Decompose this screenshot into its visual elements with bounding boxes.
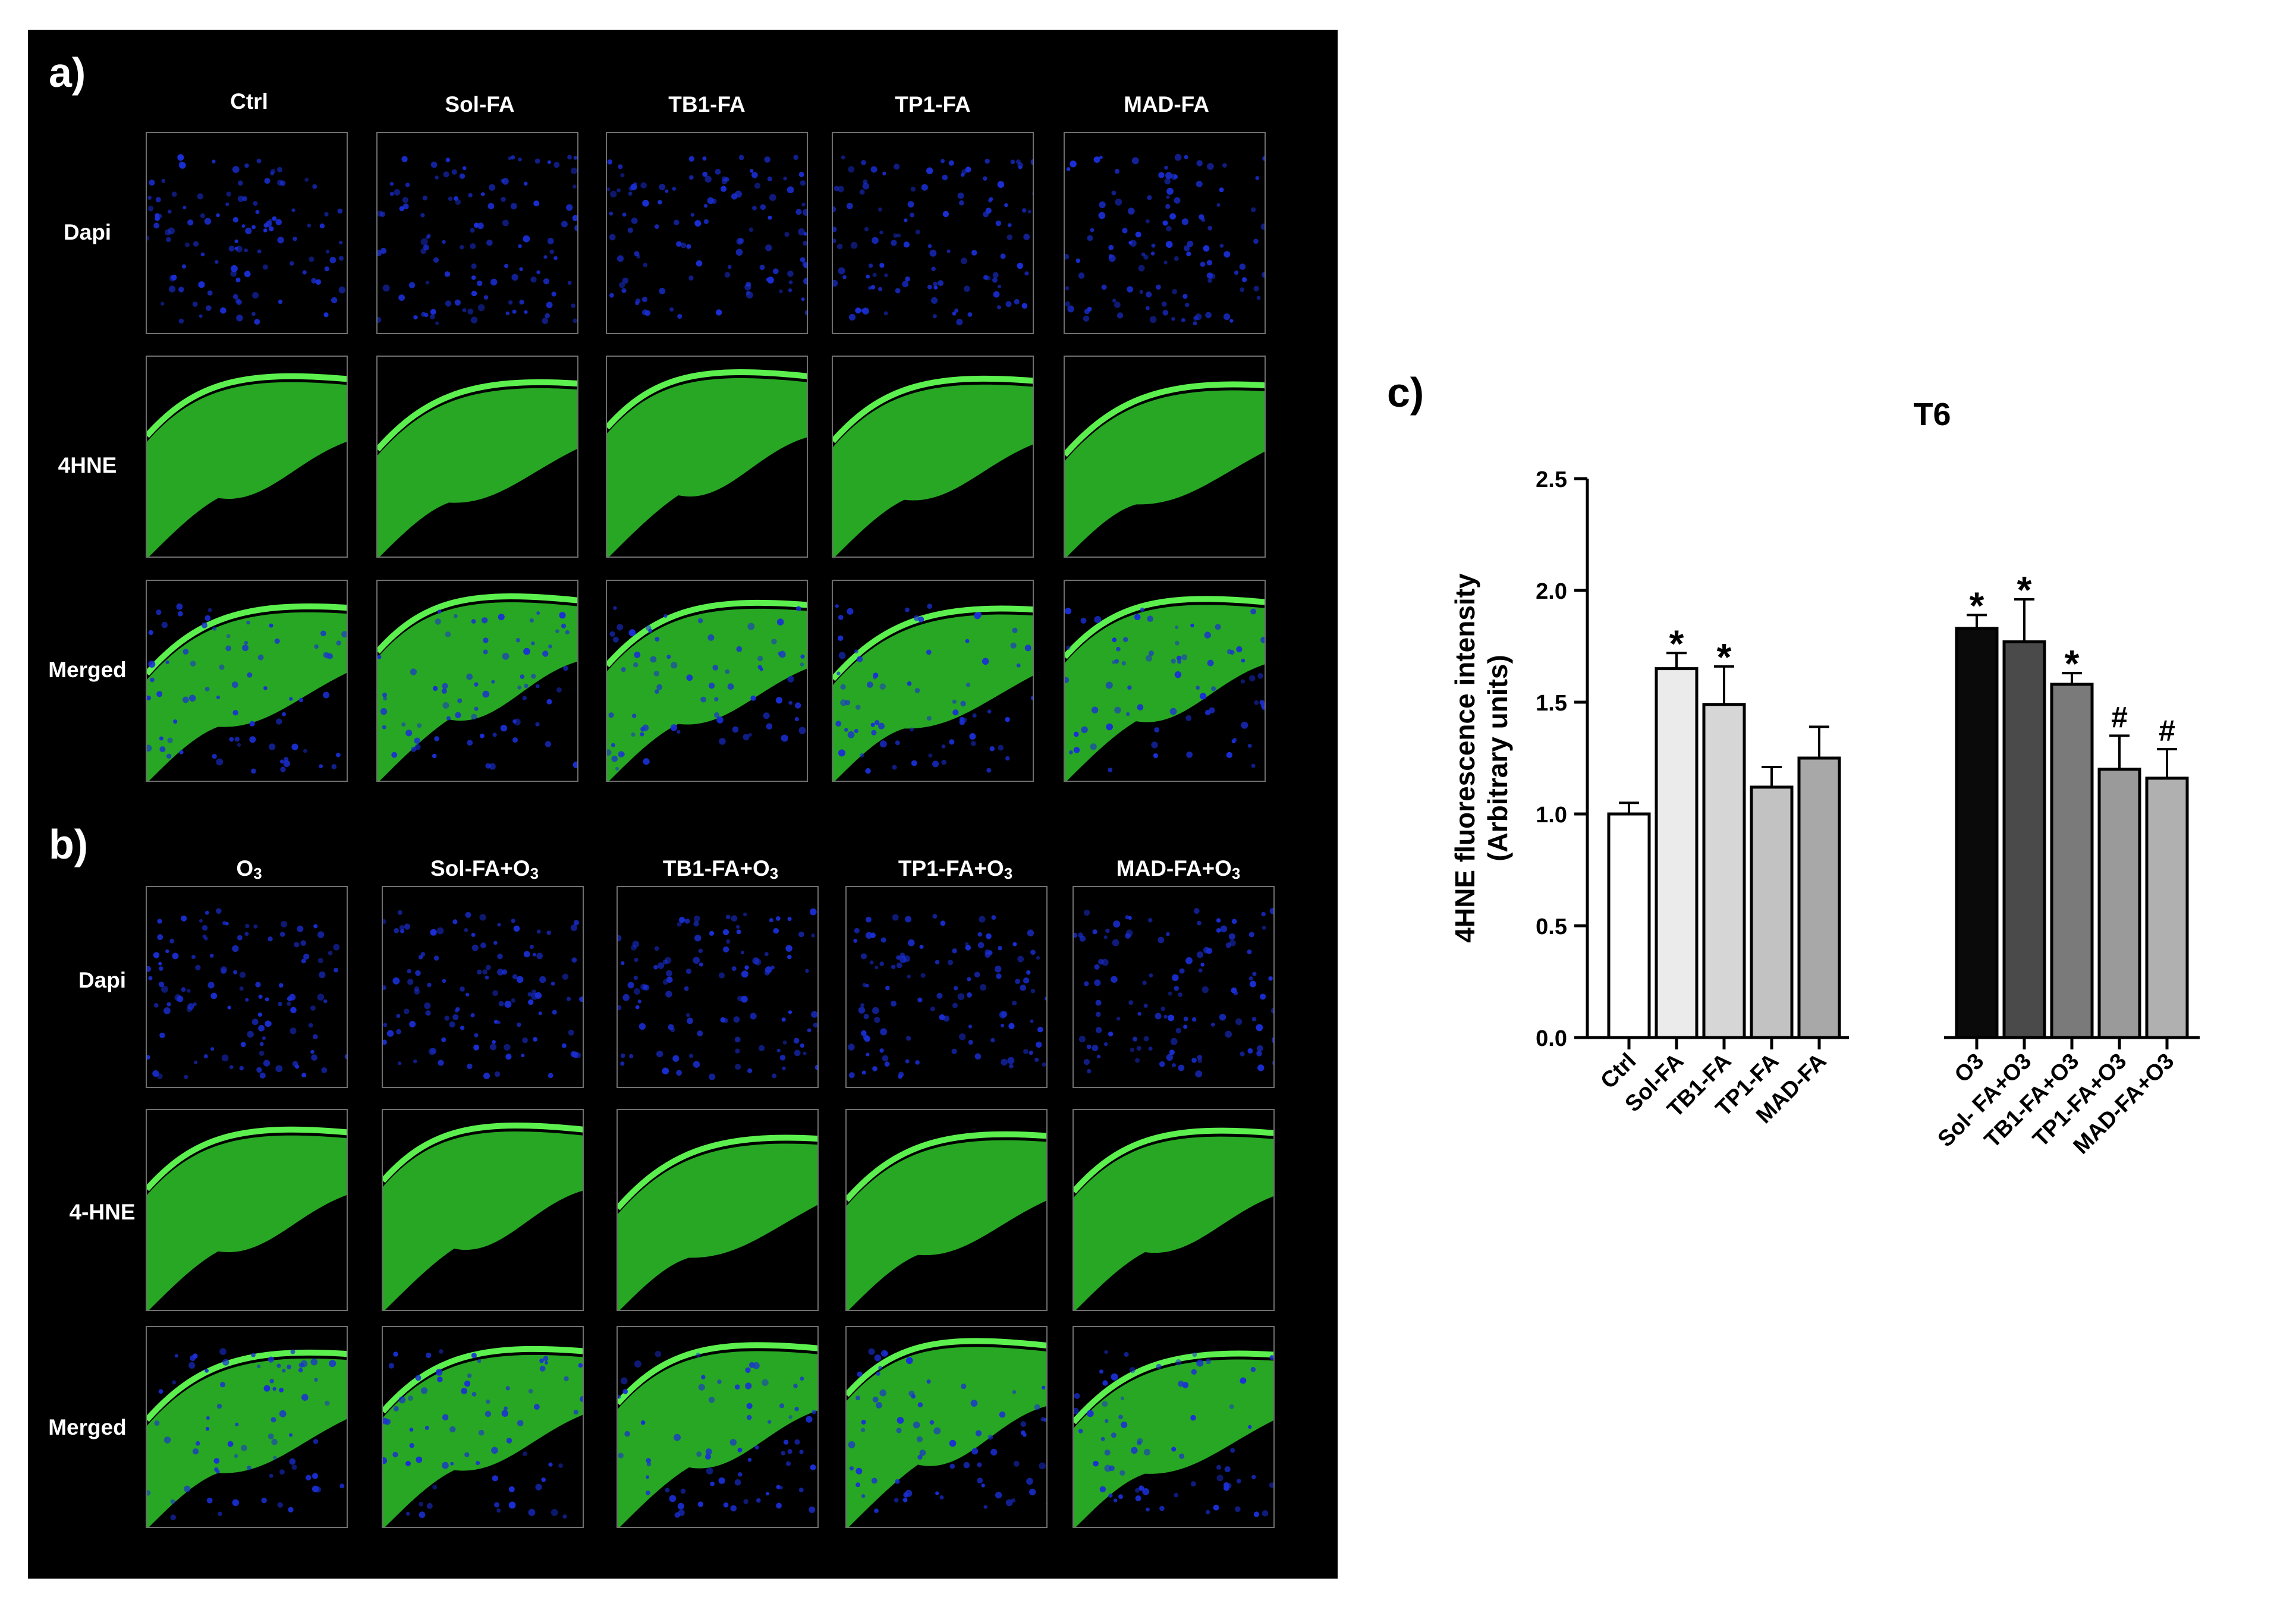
- significance-marker: #: [2159, 714, 2175, 747]
- panel-a-merged-tile-3: [606, 580, 808, 782]
- panel-a-merged-tile-4: [832, 580, 1034, 782]
- bar: [2145, 777, 2189, 1039]
- panel-b-dapi-tile-1: [146, 886, 348, 1088]
- panel-b-col-tb1-fa-o3: TB1-FA+O3: [662, 856, 779, 883]
- panel-b-merged-tile-2: [382, 1326, 584, 1528]
- panel-a-col-mad-fa: MAD-FA: [1124, 92, 1209, 117]
- panel-b-dapi-tile-5: [1072, 886, 1275, 1088]
- y-axis-label-line1: 4HNE fluorescence intensity: [1449, 573, 1480, 943]
- panel-a-dapi-tile-3: [606, 132, 808, 334]
- panel-b-merged-tile-4: [845, 1326, 1048, 1528]
- chart-svg: T6 4HNE fluorescence intensity (Arbitrary …: [1449, 397, 2200, 1159]
- panel-b-row-4-hne: 4-HNE: [69, 1200, 136, 1224]
- bar: [1750, 785, 1794, 1039]
- significance-marker: *: [2017, 568, 2032, 611]
- bar: [1655, 667, 1699, 1039]
- panel-a-hne-tile-3: [606, 356, 808, 558]
- significance-marker: *: [1970, 584, 1984, 627]
- y-tick-label: 2.5: [1536, 467, 1567, 492]
- bar: [2097, 768, 2141, 1039]
- panel-a-dapi-tile-2: [376, 132, 578, 334]
- panel-a-col-tp1-fa: TP1-FA: [895, 92, 971, 117]
- y-tick-label: 2.0: [1536, 579, 1567, 604]
- panel-c-label: c): [1387, 369, 1424, 416]
- y-tick-label: 1.5: [1536, 691, 1567, 716]
- panel-a-row-merged: Merged: [48, 658, 127, 682]
- panel-a-merged-tile-5: [1064, 580, 1266, 782]
- panel-a-dapi-tile-1: [146, 132, 348, 334]
- bar: [2002, 640, 2046, 1039]
- chart-title: T6: [1913, 397, 1951, 432]
- significance-marker: #: [2111, 700, 2128, 734]
- panel-b-col-o3: O3: [236, 856, 262, 883]
- bar: [1955, 627, 1999, 1039]
- y-tick-label: 1.0: [1536, 803, 1567, 828]
- panel-b-merged-tile-1: [146, 1326, 348, 1528]
- bar-chart: T6 4HNE fluorescence intensity (Arbitrary …: [1355, 345, 2283, 1225]
- y-tick-label: 0.0: [1536, 1026, 1567, 1051]
- panel-a-hne-tile-1: [146, 356, 348, 558]
- panel-b-col-sol-fa-o3: Sol-FA+O3: [430, 856, 539, 883]
- panel-a-col-tb1-fa: TB1-FA: [668, 92, 746, 117]
- x-tick-label: O3: [1950, 1049, 1989, 1088]
- panel-a-merged-tile-1: [146, 580, 348, 782]
- significance-marker: *: [1717, 636, 1732, 678]
- panel-b-hne-tile-4: [845, 1109, 1048, 1311]
- panel-a-row-dapi: Dapi: [63, 220, 112, 244]
- panel-a-col-sol-fa: Sol-FA: [445, 92, 515, 117]
- panel-b-dapi-tile-3: [617, 886, 819, 1088]
- bar: [1797, 756, 1841, 1039]
- panel-a-dapi-tile-4: [832, 132, 1034, 334]
- y-axis-label-line2: (Arbitrary units): [1482, 655, 1513, 862]
- bar: [1702, 703, 1746, 1039]
- panel-b-col-tp1-fa-o3: TP1-FA+O3: [898, 856, 1013, 883]
- microscopy-panel: a) b) Ctrl Sol-FA TB1-FA TP1-FA MAD-FA D…: [28, 30, 1338, 1579]
- panel-a-hne-tile-5: [1064, 356, 1266, 558]
- panel-b-row-dapi: Dapi: [78, 968, 127, 992]
- panel-b-col-mad-fa-o3: MAD-FA+O3: [1116, 856, 1241, 883]
- bar: [1607, 812, 1651, 1039]
- panel-a-merged-tile-2: [376, 580, 578, 782]
- panel-b-hne-tile-1: [146, 1109, 348, 1311]
- panel-b-row-merged: Merged: [48, 1415, 127, 1439]
- bar: [2050, 683, 2094, 1039]
- panel-a-hne-tile-4: [832, 356, 1034, 558]
- panel-a-row-4hne: 4HNE: [58, 453, 117, 477]
- panel-b-merged-tile-5: [1072, 1326, 1275, 1528]
- panel-b-hne-tile-5: [1072, 1109, 1275, 1311]
- panel-b-hne-tile-2: [382, 1109, 584, 1311]
- panel-b-dapi-tile-2: [382, 886, 584, 1088]
- panel-a-label: a): [49, 49, 86, 96]
- panel-a-hne-tile-2: [376, 356, 578, 558]
- panel-b-merged-tile-3: [617, 1326, 819, 1528]
- panel-b-hne-tile-3: [617, 1109, 819, 1311]
- panel-b-label: b): [49, 821, 89, 867]
- panel-a-col-ctrl: Ctrl: [230, 89, 268, 114]
- panel-a-dapi-tile-5: [1064, 132, 1266, 334]
- y-tick-label: 0.5: [1536, 914, 1567, 939]
- panel-b-dapi-tile-4: [845, 886, 1048, 1088]
- significance-marker: *: [1669, 622, 1684, 665]
- significance-marker: *: [2065, 642, 2080, 685]
